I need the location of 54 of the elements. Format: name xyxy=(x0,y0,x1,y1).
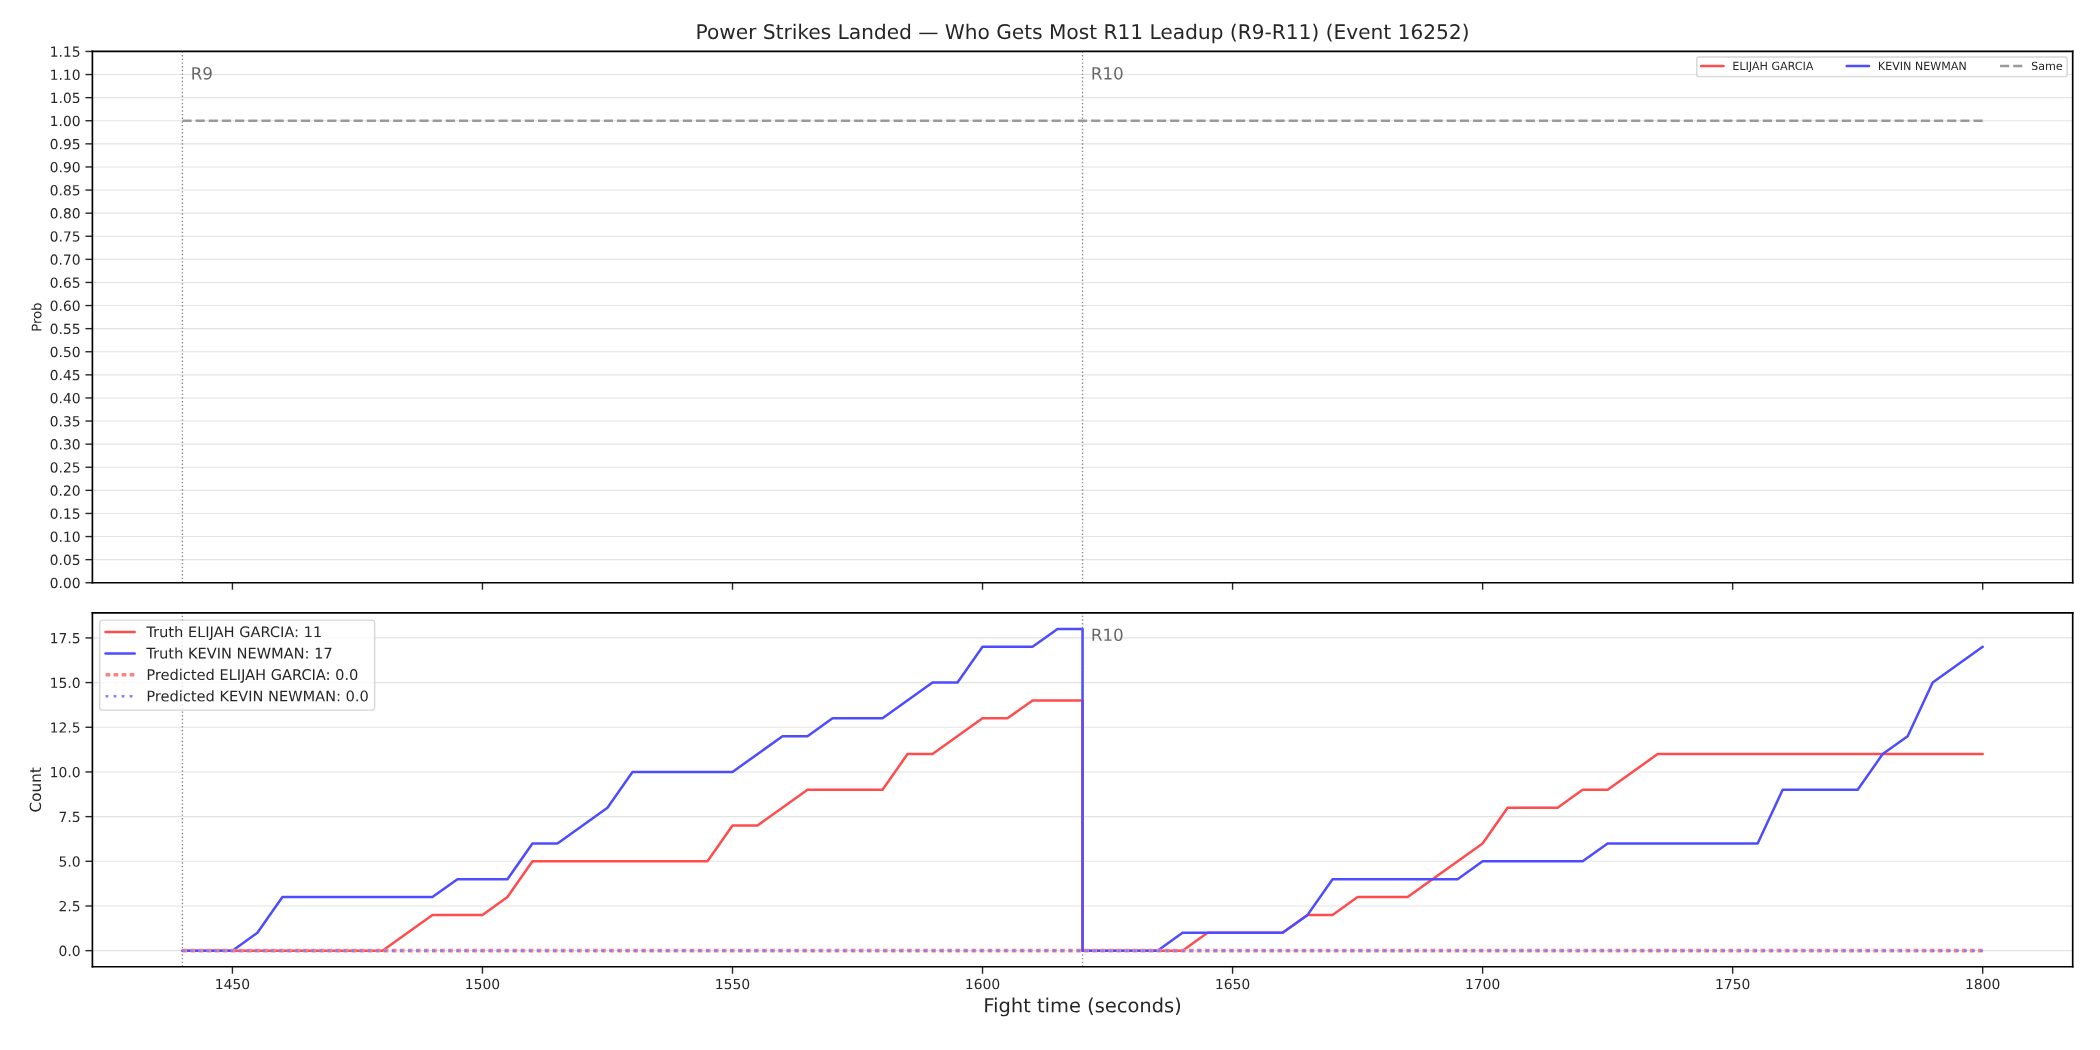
x-tick-label: 1650 xyxy=(1216,978,1250,990)
x-tick-label: 1500 xyxy=(466,978,500,990)
y-tick-label: 0.40 xyxy=(50,392,80,404)
ref-line-label: R10 xyxy=(1092,628,1123,642)
x-tick-label: 1550 xyxy=(716,978,750,990)
y-tick-label: 12.5 xyxy=(51,722,80,733)
y-tick-label: 0.0 xyxy=(59,945,80,957)
y-tick-label: 1.05 xyxy=(51,92,80,104)
y-tick-label: 0.70 xyxy=(50,254,80,265)
x-tick-label: 1450 xyxy=(216,978,250,990)
y-tick-label: 1.00 xyxy=(51,115,80,127)
y-tick-label: 0.95 xyxy=(50,138,80,150)
y-tick-label: 1.10 xyxy=(51,69,80,81)
y-axis-title: Prob xyxy=(31,303,42,331)
legend-label: ELIJAH GARCIA xyxy=(1733,61,1814,73)
y-tick-label: 0.10 xyxy=(50,531,80,543)
ref-line-label: R10 xyxy=(1092,67,1123,80)
y-tick-label: 0.30 xyxy=(50,439,80,450)
legend-label: KEVIN NEWMAN xyxy=(1878,61,1966,70)
y-tick-label: 17.5 xyxy=(51,633,80,644)
legend-label: Predicted KEVIN NEWMAN: 0.0 xyxy=(147,690,368,702)
y-tick-label: 0.85 xyxy=(50,185,80,196)
x-tick-label: 1750 xyxy=(1716,978,1750,990)
y-tick-label: 10.0 xyxy=(51,766,80,778)
y-tick-label: 0.55 xyxy=(50,323,80,335)
y-tick-label: 0.65 xyxy=(50,277,80,288)
legend-label: Truth KEVIN NEWMAN: 17 xyxy=(146,647,332,659)
y-tick-label: 0.80 xyxy=(50,208,80,219)
x-tick-label: 1700 xyxy=(1466,978,1500,990)
y-tick-label: 7.5 xyxy=(59,811,80,823)
y-tick-label: 5.0 xyxy=(59,856,80,867)
chart-title: Power Strikes Landed — Who Gets Most R11 Leadup (R9-R11) (Event 16252) xyxy=(697,23,1468,44)
y-tick-label: 0.90 xyxy=(50,161,80,173)
y-axis-title: Count xyxy=(29,767,42,812)
y-tick-label: 1.15 xyxy=(51,46,80,57)
y-tick-label: 15.0 xyxy=(51,677,80,689)
y-tick-label: 0.60 xyxy=(50,300,80,312)
y-tick-label: 0.05 xyxy=(50,554,80,566)
legend-label: Same xyxy=(2031,61,2063,71)
legend-label: Truth ELIJAH GARCIA: 11 xyxy=(146,626,321,641)
y-tick-label: 0.15 xyxy=(50,508,80,519)
y-tick-label: 0.45 xyxy=(50,369,80,381)
y-tick-label: 0.20 xyxy=(50,485,80,496)
ref-line-label: R9 xyxy=(192,67,212,80)
y-tick-label: 2.5 xyxy=(59,900,80,912)
legend-label: Predicted ELIJAH GARCIA: 0.0 xyxy=(147,668,358,683)
y-tick-label: 0.75 xyxy=(50,231,80,242)
x-tick-label: 1600 xyxy=(966,978,1000,990)
y-tick-label: 0.50 xyxy=(50,346,80,358)
y-tick-label: 0.00 xyxy=(50,577,80,589)
x-tick-label: 1800 xyxy=(1966,978,2000,990)
y-tick-label: 0.25 xyxy=(50,462,80,473)
y-tick-label: 0.35 xyxy=(50,416,80,427)
x-axis-title: Fight time (seconds) xyxy=(985,997,1181,1017)
